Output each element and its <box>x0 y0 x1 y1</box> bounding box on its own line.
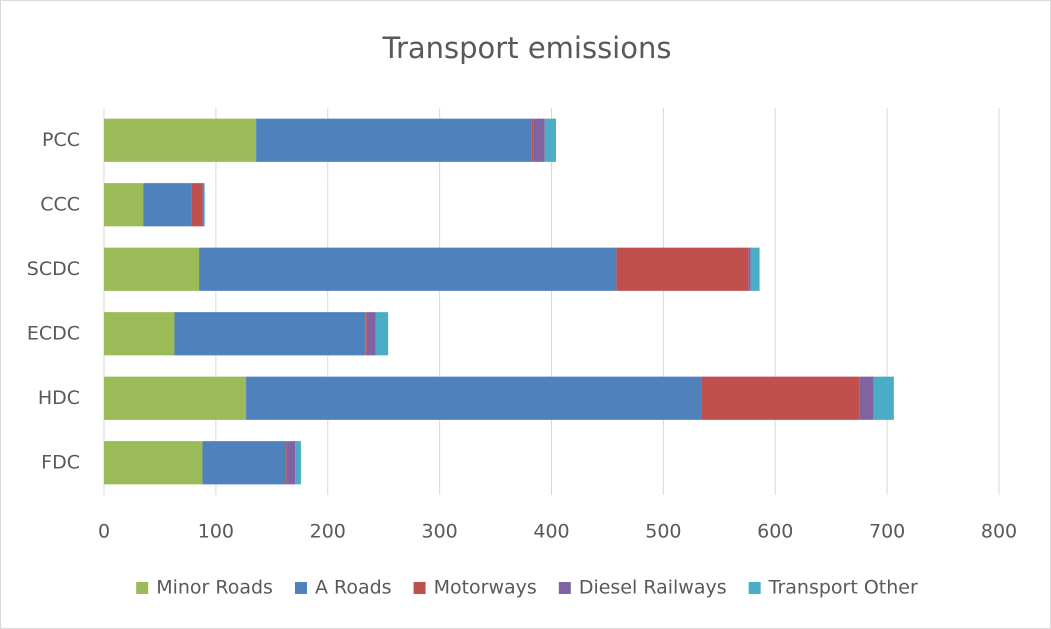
bar-segment <box>366 312 376 356</box>
bar-segment <box>104 183 144 227</box>
bar-segment <box>202 441 287 485</box>
bar-segment <box>701 376 860 420</box>
bar-segment <box>104 441 203 485</box>
bar-segment <box>199 247 617 291</box>
bar-segment <box>104 376 247 420</box>
bar-segment <box>246 376 702 420</box>
y-tick-label: CCC <box>40 193 80 215</box>
x-tick-label: 700 <box>869 521 905 543</box>
bar-segment <box>295 441 301 485</box>
bar-segment <box>375 312 389 356</box>
legend-label: Motorways <box>434 577 537 599</box>
legend-swatch <box>136 582 149 594</box>
bar-segment <box>202 183 204 227</box>
bar-segment <box>174 312 366 356</box>
bar-segment <box>191 183 203 227</box>
y-tick-label: FDC <box>41 451 80 473</box>
x-tick-label: 400 <box>533 521 569 543</box>
bar-segment <box>748 247 751 291</box>
x-tick-label: 800 <box>981 521 1017 543</box>
y-tick-label: SCDC <box>27 258 80 280</box>
bar-segment <box>256 118 532 162</box>
y-tick-label: ECDC <box>27 322 80 344</box>
legend-swatch <box>558 582 571 594</box>
legend-swatch <box>413 582 426 594</box>
legend-label: A Roads <box>315 577 392 599</box>
chart-title: Transport emissions <box>382 31 672 65</box>
bar-segment <box>203 183 205 227</box>
legend-swatch <box>748 582 761 594</box>
x-tick-label: 100 <box>198 521 234 543</box>
bar-segment <box>104 247 200 291</box>
bar-segment <box>616 247 749 291</box>
x-tick-label: 200 <box>310 521 346 543</box>
x-tick-label: 600 <box>757 521 793 543</box>
bar-segment <box>143 183 192 227</box>
legend-label: Minor Roads <box>156 577 273 599</box>
bar-segment <box>533 118 545 162</box>
bar-segment <box>104 312 175 356</box>
y-tick-label: PCC <box>42 129 80 151</box>
bar-segment <box>859 376 874 420</box>
legend-label: Diesel Railways <box>579 577 727 599</box>
x-tick-label: 300 <box>421 521 457 543</box>
x-tick-label: 0 <box>98 521 110 543</box>
bar-segment <box>286 441 288 485</box>
legend-label: Transport Other <box>768 577 918 599</box>
bar-segment <box>544 118 556 162</box>
bar-segment <box>873 376 894 420</box>
bar-segment <box>104 118 257 162</box>
bar-segment <box>365 312 367 356</box>
y-tick-label: HDC <box>38 387 80 409</box>
legend-swatch <box>294 582 307 594</box>
x-tick-label: 500 <box>645 521 681 543</box>
bar-segment <box>287 441 296 485</box>
bar-segment <box>531 118 534 162</box>
bar-segment <box>750 247 760 291</box>
